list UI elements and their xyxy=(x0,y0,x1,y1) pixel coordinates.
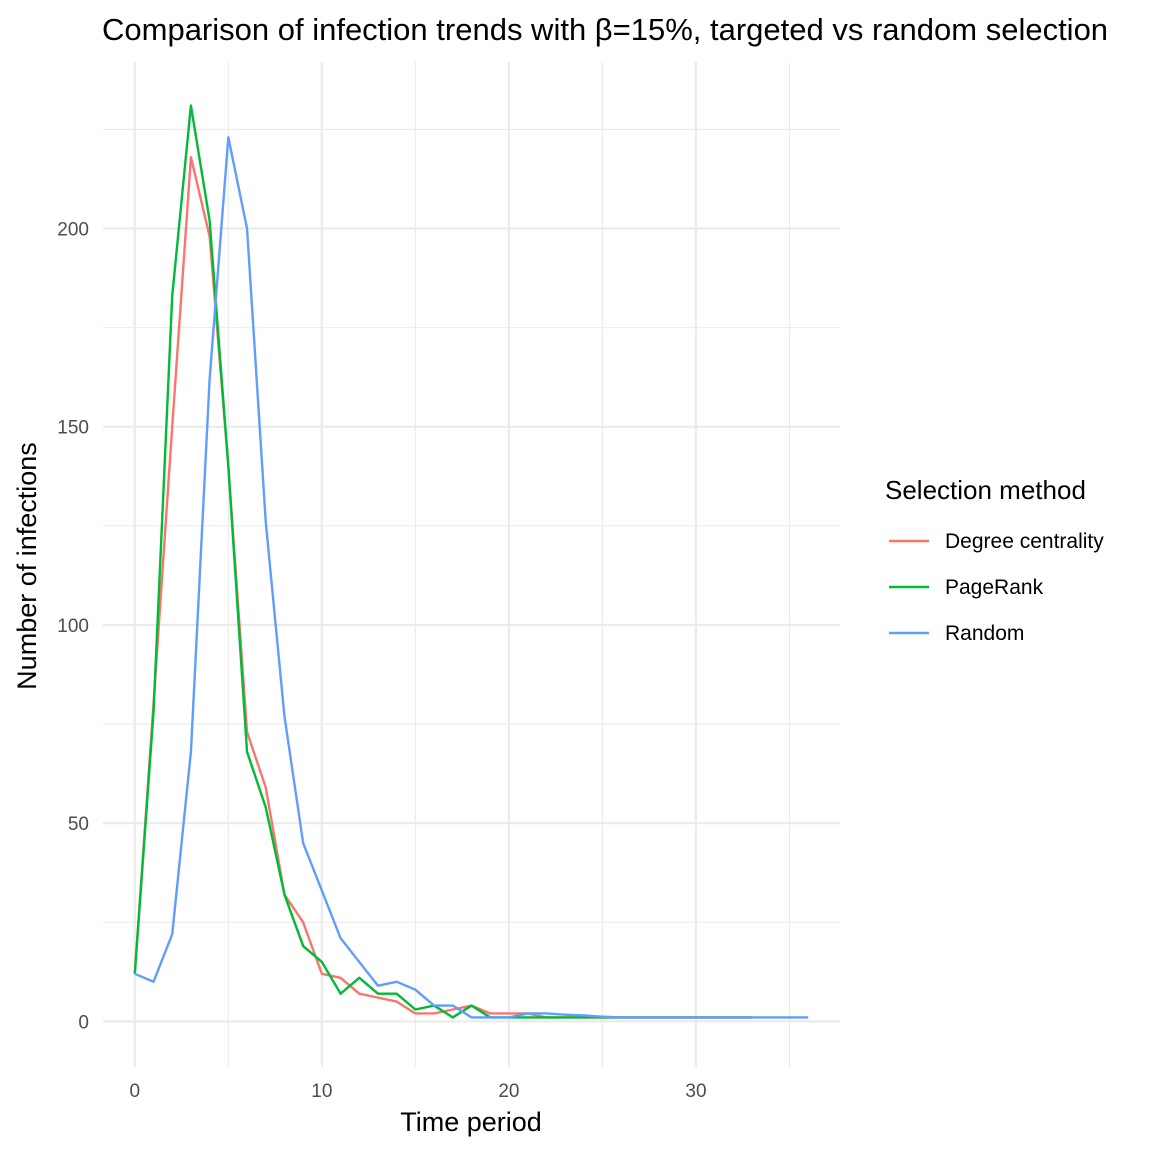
y-tick-label: 200 xyxy=(57,220,89,241)
legend-item-degree-centrality: Degree centrality xyxy=(889,530,1104,553)
y-tick-label: 100 xyxy=(57,616,89,637)
legend-label-degree-centrality: Degree centrality xyxy=(945,530,1104,553)
legend-item-random: Random xyxy=(889,622,1024,645)
y-axis-title: Number of infections xyxy=(12,442,42,690)
x-tick-label: 30 xyxy=(685,1081,706,1102)
legend-label-pagerank: PageRank xyxy=(945,576,1044,599)
legend-label-random: Random xyxy=(945,622,1024,645)
legend-item-pagerank: PageRank xyxy=(889,576,1044,599)
tick-labels: 0 10 20 30 0 50 100 150 200 xyxy=(57,220,706,1102)
series-line-random xyxy=(134,136,809,1019)
legend: Selection method Degree centrality PageRa… xyxy=(885,475,1104,645)
chart-title: Comparison of infection trends with β=15… xyxy=(102,12,1108,47)
series-lines xyxy=(133,104,809,1019)
y-tick-label: 0 xyxy=(78,1012,89,1033)
x-tick-label: 20 xyxy=(498,1081,519,1102)
y-tick-label: 150 xyxy=(57,418,89,439)
x-axis-title: Time period xyxy=(400,1107,542,1137)
grid xyxy=(103,62,840,1067)
x-tick-label: 10 xyxy=(311,1081,332,1102)
legend-title: Selection method xyxy=(885,475,1086,505)
x-tick-label: 0 xyxy=(130,1081,141,1102)
series-line-pagerank xyxy=(133,104,753,1019)
y-tick-label: 50 xyxy=(68,814,89,835)
series-line-degree-centrality xyxy=(133,155,753,1019)
